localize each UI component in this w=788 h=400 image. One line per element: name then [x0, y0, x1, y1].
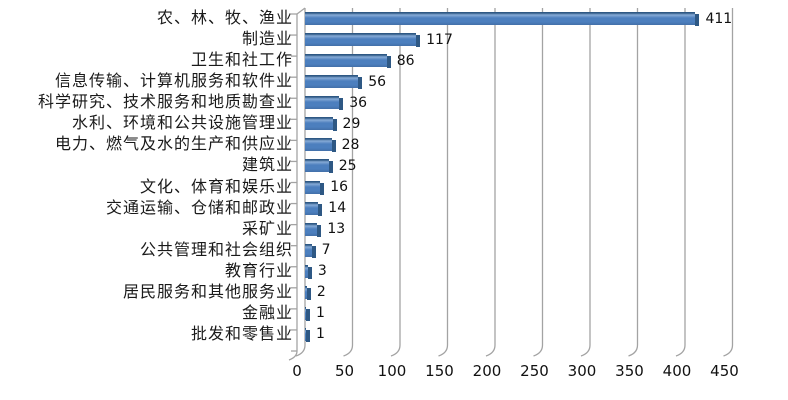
category-label: 信息传输、计算机服务和软件业 — [54, 73, 293, 91]
bar — [305, 138, 336, 153]
gridline — [390, 8, 401, 357]
axis-wall-connector — [296, 7, 306, 15]
bar — [305, 306, 310, 321]
gridline — [438, 8, 449, 357]
category-label: 交通运输、仓储和邮政业 — [105, 199, 293, 217]
value-label: 411 — [705, 10, 733, 27]
gridline — [485, 8, 496, 357]
value-label: 25 — [338, 157, 357, 174]
value-label: 117 — [426, 31, 453, 48]
bar-end-cap — [317, 224, 322, 237]
category-label: 公共管理和社会组织 — [139, 241, 293, 259]
bar — [305, 159, 333, 174]
category-label: 文化、体育和娱乐业 — [139, 178, 293, 196]
bar-end-cap — [318, 203, 323, 216]
bar-end-cap — [307, 266, 312, 279]
bar — [305, 327, 310, 342]
value-label: 3 — [317, 263, 327, 280]
category-label: 制造业 — [241, 31, 293, 49]
x-axis-tick-label: 300 — [567, 362, 597, 380]
gridline — [580, 8, 591, 357]
bar-end-cap — [331, 140, 336, 153]
bar — [305, 285, 311, 300]
value-label: 86 — [396, 52, 415, 69]
bar — [305, 201, 323, 216]
value-label: 28 — [341, 136, 360, 153]
bar-end-cap — [416, 35, 421, 48]
category-label: 批发和零售业 — [190, 325, 293, 343]
x-axis-tick-label: 350 — [615, 362, 644, 380]
gridline — [533, 8, 544, 357]
category-label: 水利、环境和公共设施管理业 — [71, 115, 293, 133]
bar-end-cap — [358, 77, 363, 90]
category-label: 卫生和社工作 — [190, 52, 293, 70]
value-label: 16 — [330, 179, 349, 196]
value-label: 56 — [368, 73, 387, 90]
bar-end-cap — [328, 161, 333, 174]
category-label: 居民服务和其他服务业 — [122, 283, 293, 301]
category-label: 采矿业 — [241, 220, 293, 238]
bar-end-cap — [305, 329, 310, 342]
value-label: 7 — [321, 242, 331, 259]
gridline — [675, 8, 686, 357]
bar — [305, 33, 421, 48]
bar-end-cap — [332, 119, 337, 132]
bar — [305, 117, 337, 132]
bar — [305, 222, 322, 237]
bar — [305, 12, 700, 27]
x-axis-tick-label: 100 — [377, 362, 407, 380]
value-label: 29 — [342, 115, 361, 132]
category-label: 农、林、牧、渔业 — [156, 10, 293, 27]
bar-end-cap — [695, 14, 700, 27]
x-axis-tick-label: 200 — [472, 362, 502, 380]
category-label: 建筑业 — [241, 157, 293, 175]
gridline — [295, 8, 306, 357]
bar — [305, 180, 325, 195]
value-label: 14 — [328, 200, 347, 217]
bar-end-cap — [339, 98, 344, 111]
x-axis-tick-label: 0 — [292, 362, 302, 380]
value-label: 13 — [327, 221, 346, 238]
gridline — [723, 8, 734, 357]
bar-end-cap — [305, 308, 310, 321]
bar-end-cap — [386, 56, 391, 69]
gridline — [343, 8, 354, 357]
x-axis-tick-label: 250 — [520, 362, 549, 380]
category-label: 电力、燃气及水的生产和供应业 — [54, 136, 293, 154]
category-label: 教育行业 — [224, 262, 293, 280]
bar — [305, 96, 344, 111]
category-label: 科学研究、技术服务和地质勘查业 — [37, 94, 293, 112]
gridline — [628, 8, 639, 357]
bar — [305, 54, 391, 69]
x-axis-tick-label: 150 — [425, 362, 454, 380]
bar-end-cap — [311, 245, 316, 258]
value-label: 1 — [315, 305, 325, 322]
x-axis-tick-label: 400 — [662, 362, 692, 380]
bar-end-cap — [306, 287, 311, 300]
category-label: 金融业 — [241, 304, 293, 322]
value-label: 36 — [349, 94, 368, 111]
bar — [305, 243, 316, 258]
x-axis-tick-label: 50 — [334, 362, 355, 380]
bar-end-cap — [320, 182, 325, 195]
value-label: 1 — [315, 326, 325, 343]
x-axis-tick-label: 450 — [710, 362, 739, 380]
bar — [305, 75, 363, 90]
value-label: 2 — [316, 284, 326, 301]
bar — [305, 264, 312, 279]
